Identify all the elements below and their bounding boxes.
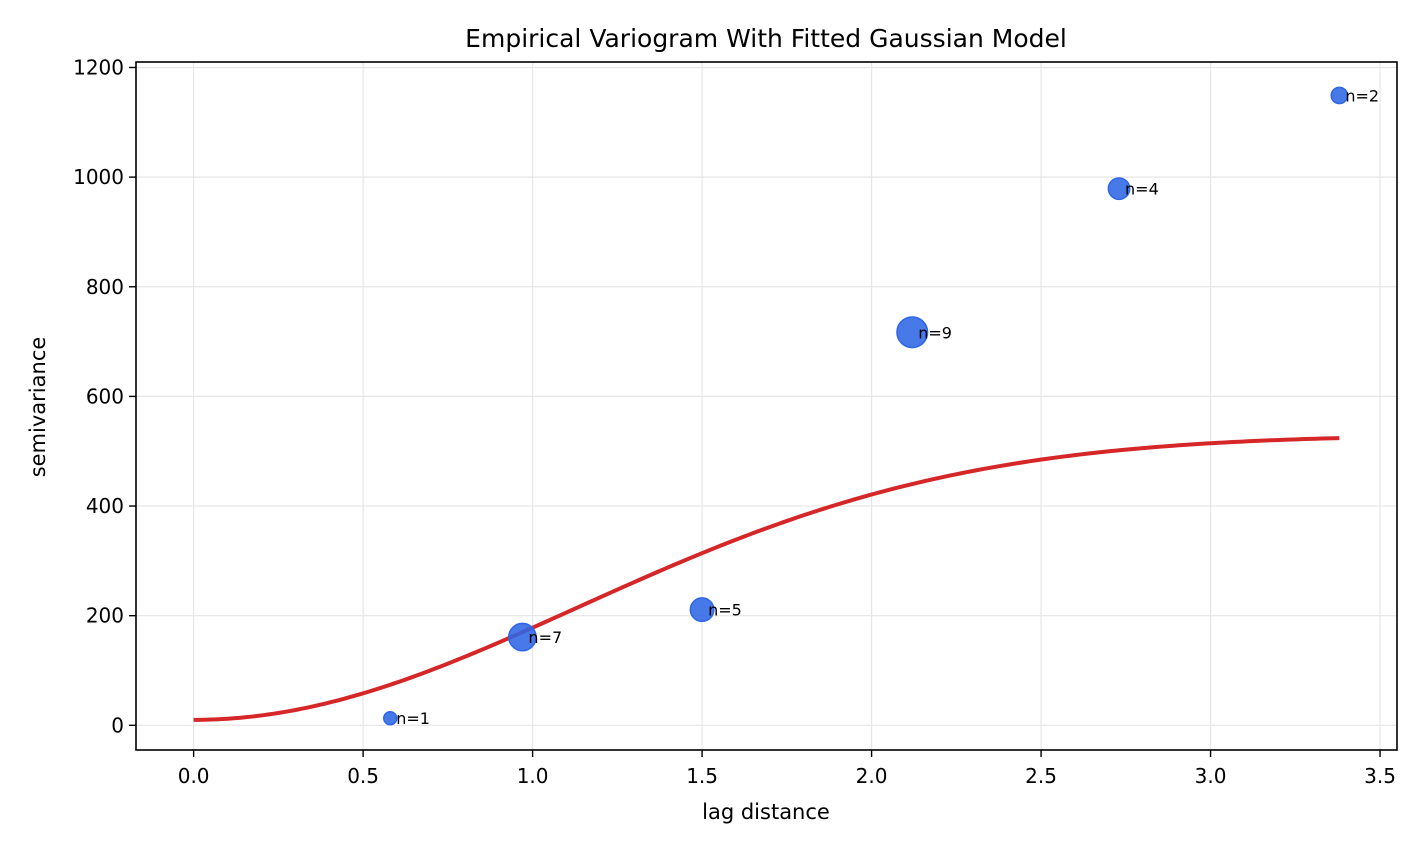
data-point — [383, 710, 398, 726]
point-count-label: n=9 — [918, 323, 952, 342]
point-count-label: n=1 — [396, 709, 430, 728]
y-tick-label: 600 — [86, 384, 124, 408]
plot-frame — [135, 61, 1398, 751]
chart-title: Empirical Variogram With Fitted Gaussian… — [465, 24, 1067, 53]
y-tick-label: 800 — [86, 275, 124, 299]
grid — [136, 62, 1397, 750]
x-tick-label: 3.5 — [1364, 764, 1396, 788]
data-point — [896, 316, 929, 349]
y-axis-label: semivariance — [26, 337, 50, 478]
data-point — [1330, 86, 1349, 105]
data-points: n=1 n=7 n=5 n=9 n=4 n=2 — [383, 86, 1379, 728]
y-tick-label: 400 — [86, 494, 124, 518]
y-tick-label: 1000 — [73, 165, 124, 189]
x-tick-label: 1.5 — [686, 764, 718, 788]
data-point — [1107, 177, 1131, 201]
point-count-label: n=5 — [708, 601, 742, 620]
y-tick-label: 0 — [111, 713, 124, 737]
point-count-label: n=2 — [1345, 86, 1379, 105]
y-tick-label: 1200 — [73, 55, 124, 79]
point-count-label: n=4 — [1125, 180, 1159, 199]
y-tick-label: 200 — [86, 604, 124, 628]
x-tick-label: 2.5 — [1025, 764, 1057, 788]
x-axis-label: lag distance — [702, 800, 830, 824]
x-tick-label: 0.0 — [178, 764, 210, 788]
axis-ticks: 0.0 0.5 1.0 1.5 2.0 2.5 3.0 3.5 0 200 400 600 800 100… — [73, 55, 1396, 788]
data-point — [689, 597, 715, 623]
x-tick-label: 2.0 — [856, 764, 888, 788]
x-tick-label: 1.0 — [517, 764, 549, 788]
x-tick-label: 3.0 — [1195, 764, 1227, 788]
data-point — [508, 622, 537, 652]
x-tick-label: 0.5 — [347, 764, 379, 788]
gaussian-model-curve — [193, 436, 1340, 722]
point-count-label: n=7 — [528, 628, 562, 647]
